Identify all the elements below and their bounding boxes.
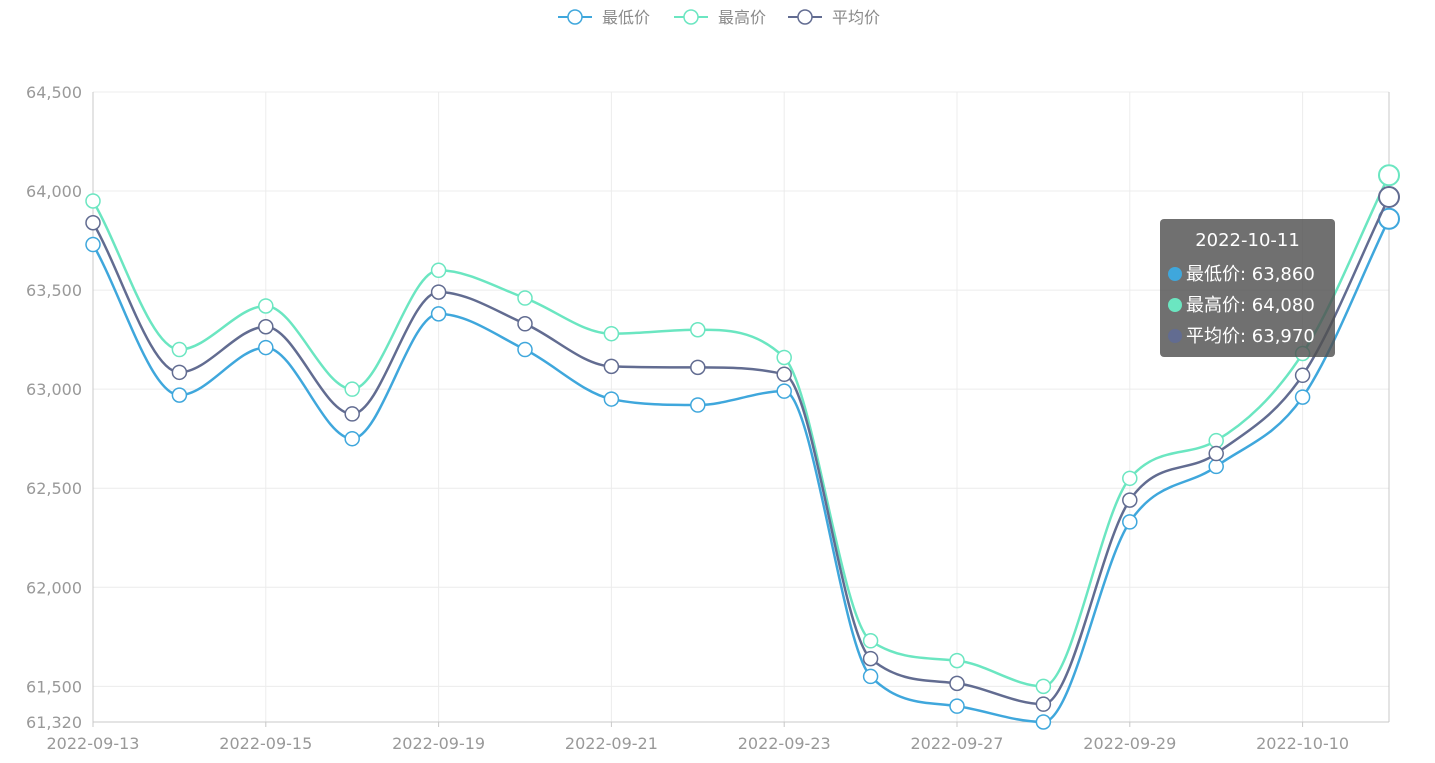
data-point[interactable] <box>85 193 101 209</box>
tooltip-dot-avg <box>1168 329 1182 343</box>
tooltip-value-max: 最高价: 64,080 <box>1186 295 1315 316</box>
legend-item[interactable]: 最高价 <box>674 8 766 27</box>
data-point[interactable] <box>1208 458 1224 475</box>
data-point[interactable] <box>1122 470 1138 487</box>
data-point[interactable] <box>517 316 533 332</box>
data-point[interactable] <box>1035 696 1052 712</box>
data-point[interactable] <box>1378 186 1400 208</box>
data-point[interactable] <box>517 341 533 358</box>
y-tick-label: 62,000 <box>26 578 82 597</box>
data-point[interactable] <box>690 359 706 376</box>
legend-label: 最高价 <box>718 8 766 27</box>
legend-marker <box>797 9 813 25</box>
tooltip-row-avg: 平均价: 63,970 <box>1168 321 1335 352</box>
legend-label: 最低价 <box>602 8 650 27</box>
data-point[interactable] <box>1122 492 1138 508</box>
x-tick-label: 2022-09-15 <box>219 734 312 753</box>
x-tick-label: 2022-09-29 <box>1083 734 1176 753</box>
data-point[interactable] <box>776 383 792 399</box>
legend-item[interactable]: 平均价 <box>788 8 880 27</box>
y-tick-label: 62,500 <box>26 479 82 498</box>
data-point[interactable] <box>603 325 620 342</box>
data-point[interactable] <box>1294 389 1311 405</box>
data-point[interactable] <box>1122 514 1138 530</box>
data-point[interactable] <box>171 364 188 381</box>
data-point[interactable] <box>862 633 879 649</box>
tooltip-value-avg: 平均价: 63,970 <box>1186 326 1315 347</box>
data-point[interactable] <box>603 358 620 375</box>
data-point[interactable] <box>258 298 274 314</box>
data-point[interactable] <box>1208 445 1224 462</box>
x-tick-label: 2022-09-19 <box>392 734 485 753</box>
data-point[interactable] <box>776 366 792 383</box>
tooltip-dot-min <box>1168 267 1182 281</box>
data-point[interactable] <box>517 290 533 306</box>
data-point[interactable] <box>430 284 447 300</box>
data-point[interactable] <box>85 215 101 231</box>
tooltip-value-min: 最低价: 63,860 <box>1186 264 1315 285</box>
data-point[interactable] <box>171 387 188 403</box>
series-2 <box>85 186 1400 712</box>
data-point[interactable] <box>1208 432 1224 449</box>
tooltip: 2022-10-11 最低价: 63,860 最高价: 64,080 平均价: … <box>1160 219 1335 357</box>
y-tick-label: 61,320 <box>26 713 82 732</box>
data-point[interactable] <box>603 391 620 407</box>
y-tick-label: 63,000 <box>26 380 82 399</box>
y-tick-label: 64,000 <box>26 182 82 201</box>
legend-label: 平均价 <box>832 8 880 27</box>
series-line <box>91 196 1391 706</box>
legend-item[interactable]: 最低价 <box>558 8 650 27</box>
x-tick-label: 2022-10-10 <box>1256 734 1349 753</box>
data-point[interactable] <box>344 430 360 447</box>
data-point[interactable] <box>344 406 360 422</box>
data-point[interactable] <box>690 321 706 338</box>
legend[interactable]: 最低价 最高价 平均价 <box>558 8 880 27</box>
data-point[interactable] <box>949 675 965 692</box>
y-tick-label: 64,500 <box>26 83 82 102</box>
series <box>85 164 1400 730</box>
tooltip-row-min: 最低价: 63,860 <box>1168 259 1335 290</box>
y-tick-label: 61,500 <box>26 677 82 696</box>
data-point[interactable] <box>1035 714 1052 730</box>
data-point[interactable] <box>776 349 792 366</box>
x-tick-label: 2022-09-27 <box>911 734 1004 753</box>
data-point[interactable] <box>430 306 447 322</box>
data-point[interactable] <box>862 650 879 667</box>
grid <box>92 91 1389 722</box>
data-point[interactable] <box>949 652 965 669</box>
tooltip-dot-max <box>1168 298 1182 312</box>
data-point[interactable] <box>171 341 188 358</box>
data-point[interactable] <box>862 668 879 685</box>
data-point[interactable] <box>258 339 274 356</box>
data-point[interactable] <box>690 397 706 413</box>
y-tick-label: 63,500 <box>26 281 82 300</box>
x-tick-label: 2022-09-21 <box>565 734 658 753</box>
data-point[interactable] <box>430 262 447 279</box>
x-tick-label: 2022-09-13 <box>47 734 140 753</box>
data-point[interactable] <box>949 698 965 714</box>
tooltip-row-max: 最高价: 64,080 <box>1168 290 1335 321</box>
legend-marker <box>567 9 583 25</box>
data-point[interactable] <box>344 381 360 397</box>
series-1 <box>85 164 1400 695</box>
axes: 61,320 61,500 62,000 62,500 63,000 63,500 64,0… <box>26 83 1390 753</box>
data-point[interactable] <box>1035 678 1052 695</box>
tooltip-title: 2022-10-11 <box>1195 230 1300 251</box>
x-tick-label: 2022-09-23 <box>738 734 831 753</box>
data-point[interactable] <box>85 236 101 253</box>
data-point[interactable] <box>1378 164 1400 187</box>
data-point[interactable] <box>1294 367 1311 384</box>
data-point[interactable] <box>258 319 274 335</box>
series-0 <box>85 207 1400 730</box>
legend-marker <box>683 9 699 25</box>
